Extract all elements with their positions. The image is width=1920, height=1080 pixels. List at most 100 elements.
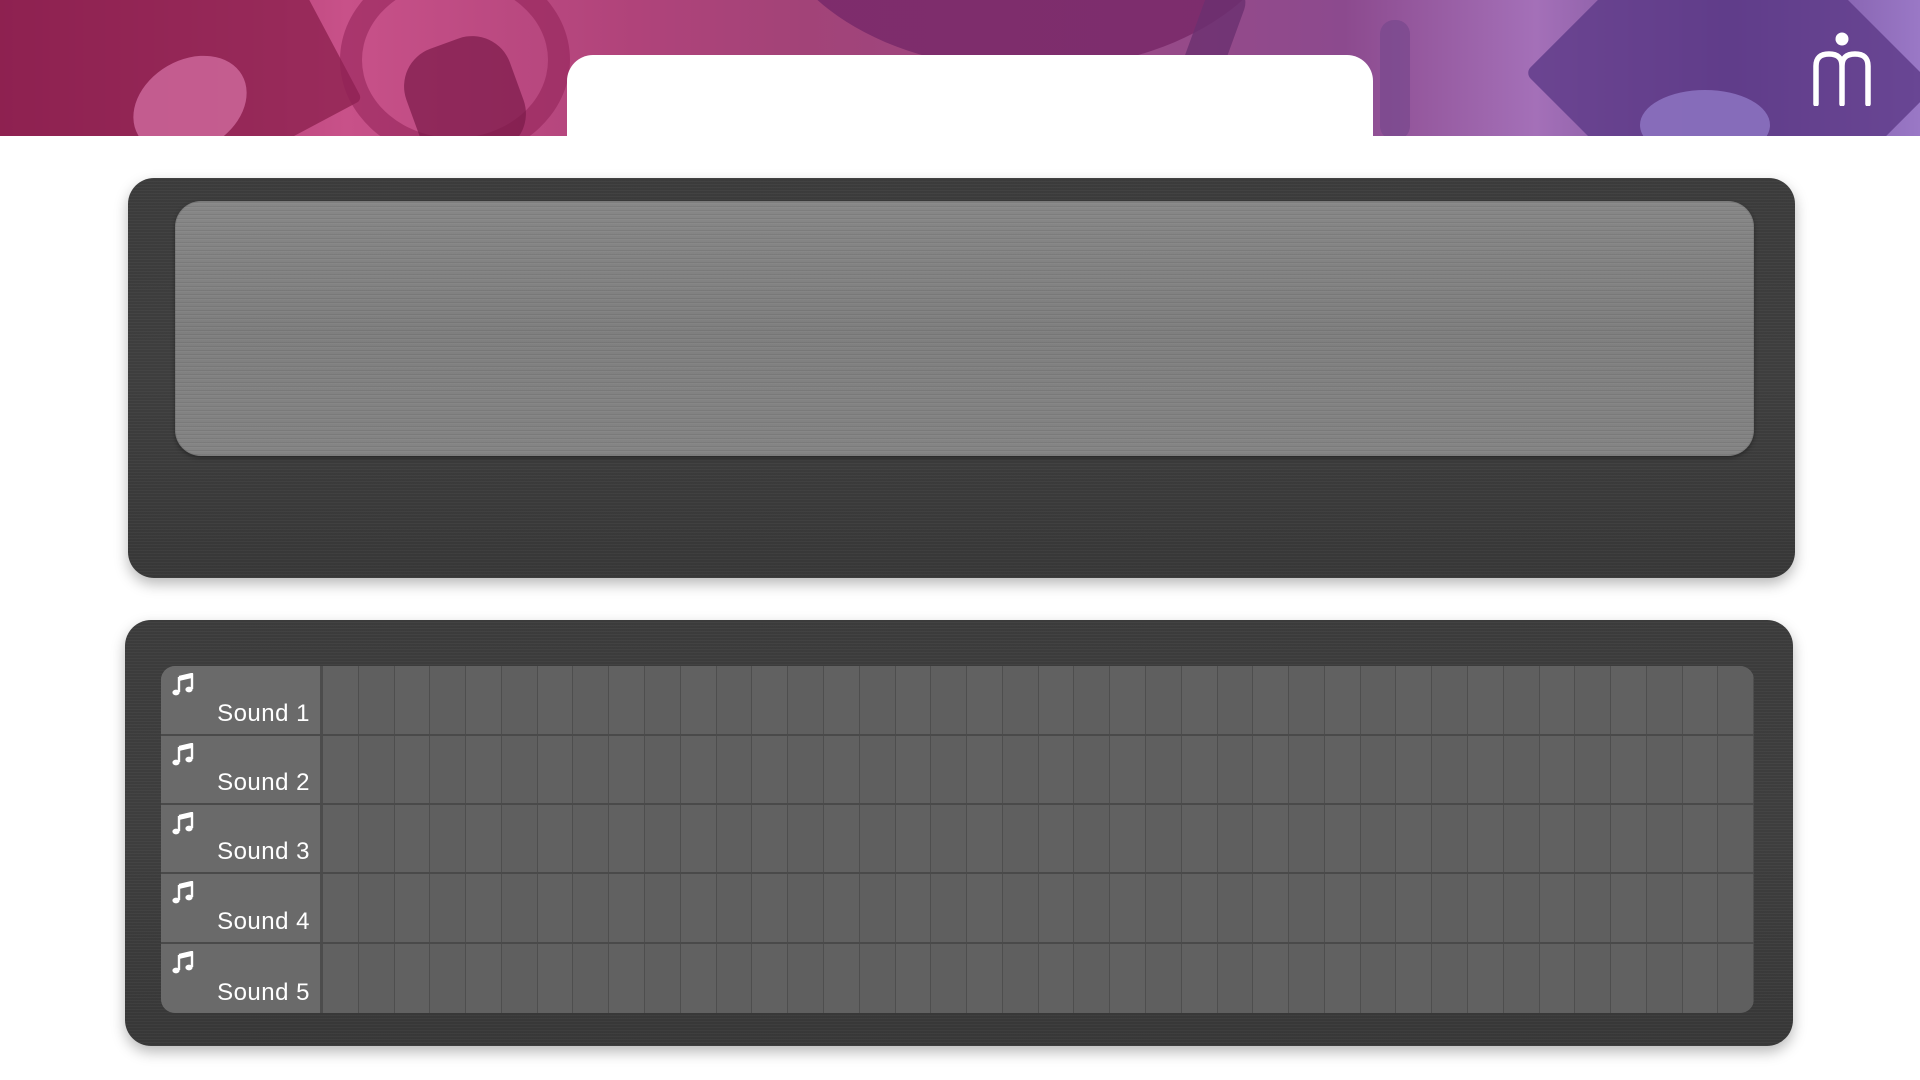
step-cell[interactable]	[1074, 736, 1111, 803]
step-cell[interactable]	[859, 805, 896, 872]
step-cell[interactable]	[609, 805, 646, 872]
step-cell[interactable]	[573, 944, 610, 1013]
step-cell[interactable]	[1396, 666, 1433, 734]
step-cell[interactable]	[1503, 805, 1540, 872]
step-cell[interactable]	[859, 736, 896, 803]
step-cell[interactable]	[501, 874, 538, 942]
step-cell[interactable]	[1718, 874, 1754, 942]
step-cell[interactable]	[537, 736, 574, 803]
step-cell[interactable]	[1396, 944, 1433, 1013]
step-cell[interactable]	[967, 874, 1003, 942]
step-cell[interactable]	[895, 736, 932, 803]
step-cell[interactable]	[1038, 805, 1075, 872]
step-cell[interactable]	[1110, 874, 1146, 942]
step-cell[interactable]	[1074, 944, 1111, 1013]
track-label-cell[interactable]: Sound 2	[161, 736, 323, 803]
step-cell[interactable]	[1539, 874, 1576, 942]
step-cell[interactable]	[1360, 805, 1397, 872]
step-cell[interactable]	[323, 805, 359, 872]
step-cell[interactable]	[466, 736, 502, 803]
step-cell[interactable]	[1253, 805, 1290, 872]
step-cell[interactable]	[1360, 944, 1397, 1013]
step-cell[interactable]	[1002, 666, 1039, 734]
step-cell[interactable]	[1396, 874, 1433, 942]
step-cell[interactable]	[1539, 736, 1576, 803]
step-cell[interactable]	[1611, 874, 1647, 942]
step-cell[interactable]	[788, 736, 824, 803]
step-cell[interactable]	[358, 666, 395, 734]
step-cell[interactable]	[1324, 805, 1361, 872]
step-cell[interactable]	[1145, 805, 1182, 872]
step-cell[interactable]	[716, 805, 753, 872]
step-cell[interactable]	[1217, 874, 1254, 942]
step-cell[interactable]	[931, 736, 968, 803]
step-cell[interactable]	[1110, 666, 1146, 734]
step-cell[interactable]	[358, 805, 395, 872]
step-cell[interactable]	[1038, 736, 1075, 803]
step-cell[interactable]	[752, 805, 789, 872]
step-cell[interactable]	[1468, 666, 1504, 734]
step-cell[interactable]	[1468, 736, 1504, 803]
step-cell[interactable]	[1611, 805, 1647, 872]
step-cell[interactable]	[1289, 874, 1325, 942]
step-cell[interactable]	[1396, 805, 1433, 872]
step-cell[interactable]	[716, 944, 753, 1013]
step-cell[interactable]	[1360, 736, 1397, 803]
step-cell[interactable]	[967, 805, 1003, 872]
step-cell[interactable]	[323, 944, 359, 1013]
step-cell[interactable]	[823, 736, 860, 803]
step-cell[interactable]	[501, 805, 538, 872]
step-cell[interactable]	[466, 666, 502, 734]
step-cell[interactable]	[609, 736, 646, 803]
step-cell[interactable]	[1539, 805, 1576, 872]
step-cell[interactable]	[1432, 805, 1468, 872]
step-cell[interactable]	[1682, 666, 1719, 734]
step-cell[interactable]	[788, 944, 824, 1013]
step-cell[interactable]	[1038, 944, 1075, 1013]
step-cell[interactable]	[931, 666, 968, 734]
step-cell[interactable]	[1038, 666, 1075, 734]
step-cell[interactable]	[1646, 874, 1683, 942]
step-cell[interactable]	[1503, 736, 1540, 803]
step-cell[interactable]	[1002, 874, 1039, 942]
step-cell[interactable]	[1110, 944, 1146, 1013]
step-cell[interactable]	[1145, 666, 1182, 734]
step-cell[interactable]	[645, 874, 681, 942]
step-cell[interactable]	[394, 736, 431, 803]
step-cell[interactable]	[895, 805, 932, 872]
step-cell[interactable]	[680, 805, 717, 872]
step-cell[interactable]	[823, 944, 860, 1013]
step-cell[interactable]	[537, 666, 574, 734]
step-cell[interactable]	[1217, 666, 1254, 734]
track-label-cell[interactable]: Sound 5	[161, 944, 323, 1013]
step-cell[interactable]	[501, 666, 538, 734]
step-cell[interactable]	[1646, 944, 1683, 1013]
step-cell[interactable]	[1145, 944, 1182, 1013]
step-cell[interactable]	[609, 874, 646, 942]
step-cell[interactable]	[1611, 666, 1647, 734]
step-cell[interactable]	[716, 736, 753, 803]
step-cell[interactable]	[537, 944, 574, 1013]
step-cell[interactable]	[1646, 736, 1683, 803]
step-cell[interactable]	[466, 944, 502, 1013]
step-cell[interactable]	[931, 874, 968, 942]
step-cell[interactable]	[323, 874, 359, 942]
step-cell[interactable]	[573, 666, 610, 734]
step-cell[interactable]	[1110, 736, 1146, 803]
step-cell[interactable]	[1503, 874, 1540, 942]
step-cell[interactable]	[1646, 666, 1683, 734]
step-cell[interactable]	[823, 874, 860, 942]
step-cell[interactable]	[1324, 874, 1361, 942]
track-label-cell[interactable]: Sound 3	[161, 805, 323, 872]
step-cell[interactable]	[1503, 666, 1540, 734]
step-cell[interactable]	[1289, 736, 1325, 803]
step-cell[interactable]	[1503, 944, 1540, 1013]
step-cell[interactable]	[1575, 736, 1612, 803]
track-label-cell[interactable]: Sound 1	[161, 666, 323, 734]
step-cell[interactable]	[1145, 874, 1182, 942]
step-cell[interactable]	[931, 944, 968, 1013]
step-cell[interactable]	[573, 736, 610, 803]
step-cell[interactable]	[394, 666, 431, 734]
step-cell[interactable]	[1468, 944, 1504, 1013]
step-cell[interactable]	[1575, 874, 1612, 942]
